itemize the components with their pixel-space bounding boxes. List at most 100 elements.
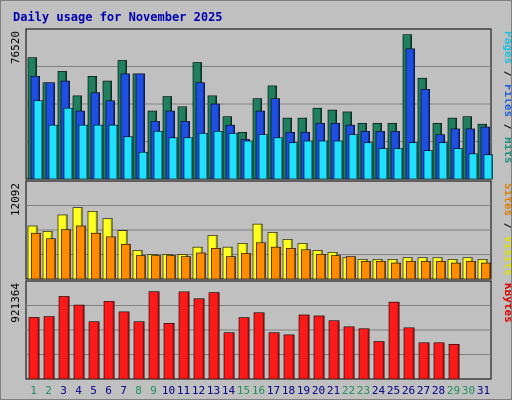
y-max-label: 76520 (9, 31, 22, 64)
bar-sites-2 (45, 238, 56, 280)
bar-kbytes-15 (238, 317, 250, 380)
bar-pages-14 (228, 133, 238, 180)
bar-sites-28 (435, 261, 446, 280)
bar-pages-6 (108, 124, 118, 180)
bar-sites-27 (420, 261, 431, 280)
legend-separator: / (502, 216, 511, 236)
bar-sites-25 (390, 262, 401, 280)
bar-kbytes-17 (268, 332, 280, 380)
bar-pages-27 (423, 150, 433, 180)
x-tick-label: 13 (207, 384, 220, 397)
x-tick-label: 10 (162, 384, 175, 397)
bar-kbytes-3 (58, 296, 70, 380)
bar-sites-24 (375, 261, 386, 280)
bars-hits-files-pages (27, 34, 493, 180)
x-tick-label: 26 (402, 384, 415, 397)
bar-sites-16 (256, 242, 266, 280)
x-tick-label: 17 (267, 384, 280, 397)
bar-kbytes-13 (208, 292, 220, 380)
x-tick-label: 7 (120, 384, 127, 397)
bar-sites-14 (226, 256, 236, 280)
bar-pages-20 (318, 140, 328, 180)
bar-pages-19 (303, 140, 313, 180)
legend: Sites / Visits (502, 183, 511, 276)
bar-pages-11 (183, 137, 193, 180)
chart-panels: 76520 Pages / Files / Hits 12092 Sites / Vi… (9, 28, 511, 380)
panel-hits-files-pages: 76520 Pages / Files / Hits (9, 28, 511, 180)
x-tick-label: 22 (342, 384, 355, 397)
x-tick-label: 30 (462, 384, 475, 397)
x-tick-label: 3 (60, 384, 67, 397)
bars-kbytes (28, 291, 460, 380)
bar-pages-9 (153, 131, 163, 180)
bar-sites-18 (285, 248, 296, 280)
panel-visits-sites: 12092 Sites / Visits (9, 180, 511, 280)
bar-sites-10 (166, 255, 176, 280)
bar-sites-26 (405, 261, 416, 280)
bar-pages-8 (138, 151, 148, 180)
y-max-label: 12092 (9, 183, 22, 216)
bar-sites-17 (270, 246, 281, 280)
bar-kbytes-8 (133, 321, 145, 380)
bar-pages-30 (468, 153, 478, 180)
bar-kbytes-24 (373, 341, 385, 380)
bar-sites-22 (345, 256, 356, 280)
bar-sites-8 (136, 255, 146, 280)
bar-pages-5 (93, 124, 103, 180)
bar-sites-1 (30, 232, 41, 280)
bar-kbytes-2 (43, 316, 55, 380)
x-tick-label: 24 (372, 384, 386, 397)
legend-item: Files (502, 84, 511, 117)
x-tick-label: 31 (477, 384, 490, 397)
bar-sites-20 (315, 254, 326, 280)
bar-sites-31 (480, 262, 491, 280)
bar-kbytes-26 (403, 327, 415, 380)
bar-kbytes-21 (328, 320, 340, 380)
x-tick-label: 1 (30, 384, 37, 397)
x-tick-label: 5 (90, 384, 97, 397)
x-tick-label: 29 (447, 384, 460, 397)
legend-item: Visits (502, 236, 511, 276)
bar-sites-30 (465, 261, 476, 280)
bar-pages-18 (288, 142, 298, 180)
bar-pages-17 (273, 137, 283, 180)
panel-kbytes: 921364 KBytes (9, 280, 511, 380)
bar-kbytes-11 (178, 291, 190, 380)
bar-pages-15 (243, 140, 253, 180)
legend-separator: / (502, 117, 511, 137)
bar-sites-23 (360, 261, 371, 280)
bar-sites-21 (330, 255, 341, 280)
bar-sites-11 (181, 256, 191, 280)
legend-item: Pages (502, 31, 511, 64)
bar-kbytes-18 (283, 334, 295, 380)
legend: Pages / Files / Hits (502, 31, 511, 164)
bar-kbytes-12 (193, 298, 205, 380)
svg-text:KBytes: KBytes (502, 283, 511, 323)
legend-separator: / (502, 64, 511, 84)
bar-pages-7 (123, 136, 133, 180)
bar-kbytes-25 (388, 301, 400, 380)
bar-pages-25 (393, 148, 403, 180)
bar-kbytes-23 (358, 328, 370, 380)
bar-kbytes-1 (28, 317, 40, 380)
x-tick-label: 14 (222, 384, 236, 397)
bar-kbytes-14 (223, 332, 235, 380)
bar-pages-24 (378, 148, 388, 180)
x-tick-label: 18 (282, 384, 295, 397)
svg-text:Pages / Files / Hits: Pages / Files / Hits (502, 31, 511, 164)
bar-sites-13 (211, 248, 221, 280)
legend: KBytes (502, 283, 511, 323)
x-tick-label: 8 (135, 384, 142, 397)
bar-kbytes-10 (163, 322, 175, 380)
legend-item: KBytes (502, 283, 511, 323)
x-tick-label: 23 (357, 384, 370, 397)
bar-pages-1 (33, 100, 43, 180)
bar-sites-19 (300, 249, 311, 280)
svg-text:Sites / Visits: Sites / Visits (502, 183, 511, 276)
x-tick-label: 16 (252, 384, 265, 397)
bar-sites-5 (91, 232, 101, 280)
bar-kbytes-4 (73, 304, 85, 380)
bar-pages-28 (438, 142, 448, 180)
